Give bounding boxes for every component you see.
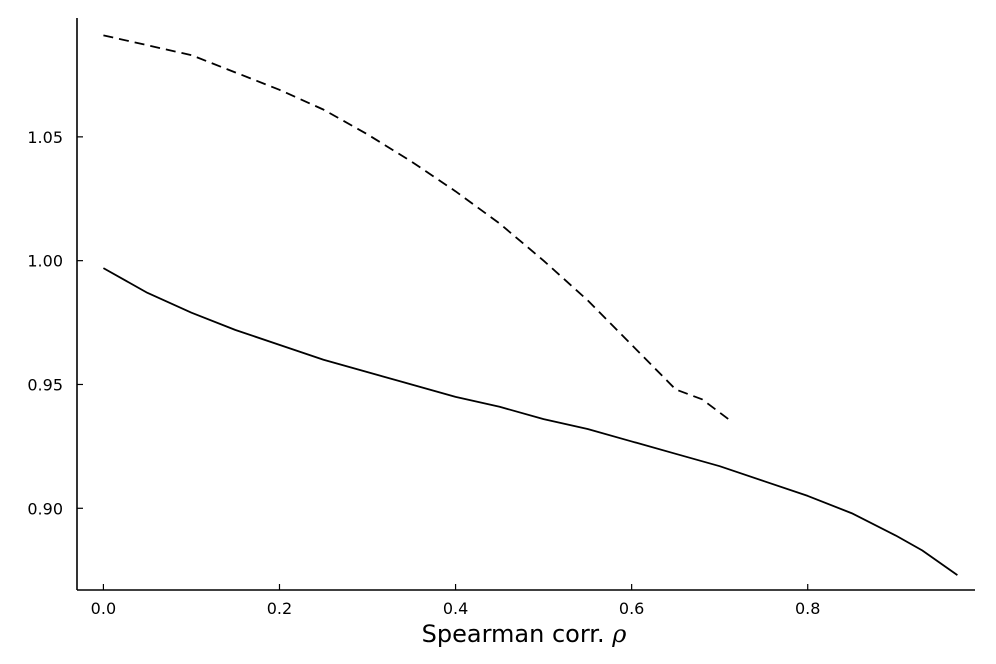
x-tick-label: 0.8 — [795, 599, 820, 618]
y-tick-label: 1.05 — [27, 128, 63, 147]
series-line-dashed — [103, 34, 730, 420]
x-tick-label: 0.0 — [91, 599, 116, 618]
series-line-solid — [102, 267, 958, 576]
x-axis-title-symbol: ρ — [611, 620, 626, 648]
x-axis-title-text: Spearman corr. — [422, 620, 605, 648]
y-tick-label: 0.90 — [27, 499, 63, 518]
y-tick-label: 1.00 — [27, 252, 63, 271]
x-axis-title: Spearman corr. ρ — [422, 620, 627, 648]
x-tick-label: 0.6 — [619, 599, 644, 618]
x-axis-ticks: 0.0 0.2 0.4 0.6 0.8 — [91, 584, 820, 618]
x-tick-label: 0.2 — [267, 599, 292, 618]
x-tick-label: 0.4 — [443, 599, 468, 618]
plot-lines — [102, 34, 958, 576]
y-axis-ticks: 0.90 0.95 1.00 1.05 — [27, 128, 83, 518]
y-tick-label: 0.95 — [27, 375, 63, 394]
